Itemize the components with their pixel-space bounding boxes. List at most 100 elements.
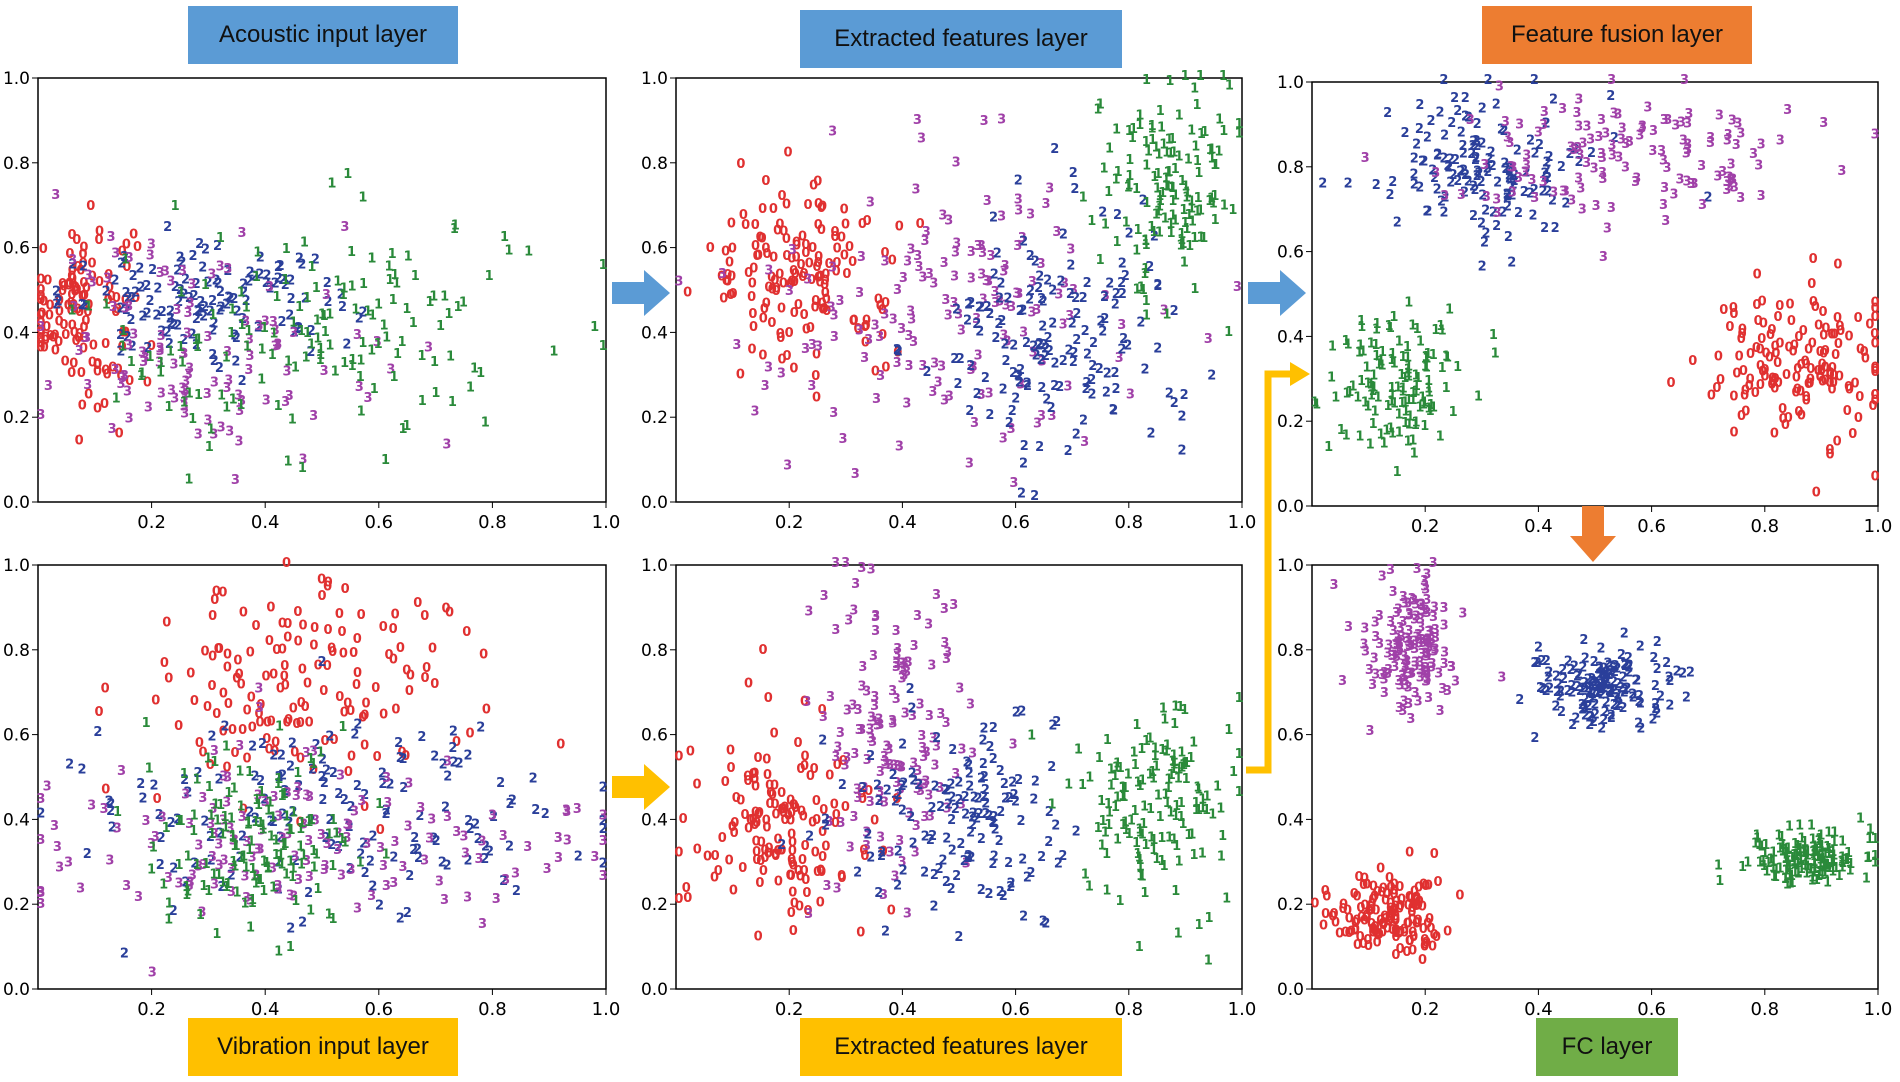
data-point-class-3: 3	[761, 379, 770, 394]
data-point-class-1: 1	[1064, 777, 1073, 792]
data-point-class-0: 0	[389, 622, 398, 637]
data-point-class-0: 0	[1833, 311, 1842, 326]
data-point-class-1: 1	[1781, 843, 1790, 858]
data-point-class-3: 3	[1480, 158, 1489, 173]
data-point-class-2: 2	[1487, 145, 1496, 160]
data-point-class-1: 1	[1803, 859, 1812, 874]
data-point-class-0: 0	[125, 374, 134, 389]
data-point-class-3: 3	[1204, 332, 1213, 347]
data-point-class-3: 3	[945, 389, 954, 404]
data-point-class-2: 2	[1591, 707, 1600, 722]
data-point-class-0: 0	[80, 288, 89, 303]
data-point-class-2: 2	[1581, 652, 1590, 667]
data-point-class-1: 1	[1420, 395, 1429, 410]
data-point-class-1: 1	[1170, 755, 1179, 770]
data-point-class-3: 3	[1617, 133, 1626, 148]
data-point-class-3: 3	[829, 406, 838, 421]
data-point-class-2: 2	[1072, 825, 1081, 840]
data-point-class-0: 0	[337, 625, 346, 640]
data-point-class-3: 3	[944, 308, 953, 323]
data-point-class-1: 1	[381, 453, 390, 468]
data-point-class-0: 0	[71, 281, 80, 296]
data-point-class-0: 0	[814, 271, 823, 286]
data-point-class-1: 1	[237, 799, 246, 814]
data-point-class-2: 2	[1045, 805, 1054, 820]
data-point-class-3: 3	[261, 314, 270, 329]
data-point-class-0: 0	[741, 808, 750, 823]
data-point-class-0: 0	[1373, 936, 1382, 951]
data-point-class-0: 0	[1432, 930, 1441, 945]
data-point-class-2: 2	[381, 807, 390, 822]
data-point-class-0: 0	[818, 703, 827, 718]
data-point-class-0: 0	[1834, 337, 1843, 352]
data-point-class-2: 2	[1469, 134, 1478, 149]
data-point-class-1: 1	[1135, 118, 1144, 133]
data-point-class-0: 0	[272, 643, 281, 658]
data-point-class-2: 2	[966, 359, 975, 374]
data-point-class-0: 0	[1707, 388, 1716, 403]
data-point-class-1: 1	[1856, 812, 1865, 827]
data-point-class-1: 1	[367, 251, 376, 266]
data-point-class-0: 0	[804, 198, 813, 213]
data-point-class-2: 2	[263, 268, 272, 283]
data-point-class-3: 3	[1064, 380, 1073, 395]
data-point-class-1: 1	[370, 382, 379, 397]
data-point-class-2: 2	[954, 930, 963, 945]
data-point-class-3: 3	[543, 862, 552, 877]
data-point-class-3: 3	[1431, 643, 1440, 658]
data-point-class-0: 0	[771, 808, 780, 823]
data-point-class-0: 0	[723, 274, 732, 289]
data-point-class-1: 1	[1137, 742, 1146, 757]
data-point-class-0: 0	[777, 843, 786, 858]
data-point-class-2: 2	[993, 247, 1002, 262]
data-point-class-0: 0	[1359, 878, 1368, 893]
data-point-class-3: 3	[309, 409, 318, 424]
data-point-class-3: 3	[262, 393, 271, 408]
data-point-class-1: 1	[1200, 125, 1209, 140]
data-point-class-0: 0	[248, 720, 257, 735]
data-point-class-2: 2	[932, 731, 941, 746]
data-point-class-0: 0	[754, 807, 763, 822]
data-point-class-2: 2	[318, 770, 327, 785]
data-point-class-3: 3	[173, 303, 182, 318]
data-point-class-0: 0	[402, 663, 411, 678]
y-tick-label: 0.4	[641, 810, 668, 830]
data-point-class-2: 2	[438, 855, 447, 870]
data-point-class-3: 3	[51, 188, 60, 203]
data-point-class-2: 2	[1612, 699, 1621, 714]
data-point-class-2: 2	[258, 737, 267, 752]
data-point-class-3: 3	[69, 300, 78, 315]
data-point-class-0: 0	[754, 248, 763, 263]
data-point-class-1: 1	[119, 324, 128, 339]
data-point-class-3: 3	[899, 668, 908, 683]
data-point-class-1: 1	[332, 826, 341, 841]
data-point-class-2: 2	[1594, 686, 1603, 701]
data-point-class-3: 3	[1614, 151, 1623, 166]
data-point-class-1: 1	[272, 834, 281, 849]
data-point-class-1: 1	[1816, 829, 1825, 844]
data-point-class-2: 2	[512, 884, 521, 899]
data-point-class-2: 2	[116, 328, 125, 343]
data-point-class-2: 2	[1561, 196, 1570, 211]
data-point-class-0: 0	[816, 270, 825, 285]
data-point-class-2: 2	[1602, 695, 1611, 710]
data-point-class-0: 0	[1781, 418, 1790, 433]
data-point-class-3: 3	[347, 863, 356, 878]
data-point-class-3: 3	[957, 324, 966, 339]
data-point-class-3: 3	[1390, 649, 1399, 664]
data-point-class-0: 0	[1869, 399, 1878, 414]
data-point-class-0: 0	[1387, 908, 1396, 923]
data-point-class-2: 2	[996, 764, 1005, 779]
data-point-class-3: 3	[841, 759, 850, 774]
data-point-class-1: 1	[303, 291, 312, 306]
data-point-class-1: 1	[207, 423, 216, 438]
data-point-class-0: 0	[833, 758, 842, 773]
data-point-class-0: 0	[247, 690, 256, 705]
data-point-class-1: 1	[1368, 384, 1377, 399]
data-point-class-2: 2	[1573, 670, 1582, 685]
data-point-class-2: 2	[274, 855, 283, 870]
data-point-class-0: 0	[1785, 340, 1794, 355]
data-point-class-2: 2	[1032, 349, 1041, 364]
data-point-class-0: 0	[68, 272, 77, 287]
data-point-class-3: 3	[1725, 179, 1734, 194]
